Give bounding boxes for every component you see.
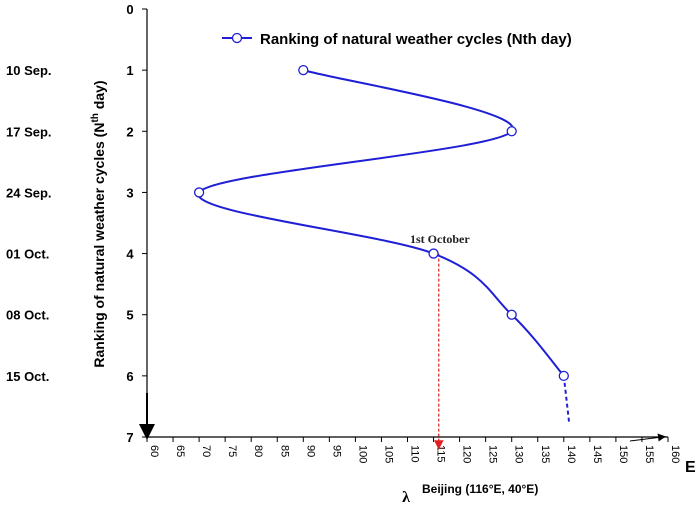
x-tick-label-60: 60 [148,445,160,457]
x-tick-label-100: 100 [356,445,368,463]
data-point-6 [558,370,569,382]
x-tick-label-135: 135 [539,445,551,463]
x-tick-label-105: 105 [382,445,394,463]
x-tick-label-120: 120 [461,445,473,463]
legend: Ranking of natural weather cycles (Nth d… [222,31,572,48]
y-tick-label-6: 6 [126,369,133,384]
x-tick-label-115: 115 [435,445,447,463]
date-label-4: 01 Oct. [6,247,49,262]
y-tick-label-2: 2 [126,124,133,139]
date-label-3: 24 Sep. [6,185,52,200]
series-line [197,69,565,377]
annotation-beijing: Beijing (116°E, 40°E) [422,482,538,496]
annotation-1st-october: 1st October [410,232,470,246]
x-tick-label-130: 130 [513,445,525,463]
y-tick-label-7: 7 [126,430,133,445]
legend-text: Ranking of natural weather cycles (Nth d… [260,31,572,48]
x-tick-label-70: 70 [200,445,212,457]
data-point-3 [193,187,205,198]
y-axis-title: Ranking of natural weather cycles (Nth d… [90,80,107,367]
x-axis-unit-label: E [685,459,696,476]
x-tick-label-125: 125 [487,445,499,463]
x-tick-label-150: 150 [617,445,629,463]
y-tick-label-3: 3 [126,185,133,200]
x-tick-label-90: 90 [304,445,316,457]
x-tick-label-80: 80 [252,445,264,457]
x-tick-label-155: 155 [643,445,655,463]
y-tick-label-4: 4 [126,247,134,262]
x-tick-label-75: 75 [226,445,238,457]
y-tick-label-0: 0 [126,2,133,17]
right-arrow [629,433,666,442]
y-tick-label-5: 5 [126,308,133,323]
date-label-6: 15 Oct. [6,369,49,384]
x-axis-title: λ [402,489,410,506]
x-tick-label-65: 65 [174,445,186,457]
x-tick-label-160: 160 [669,445,681,463]
x-tick-label-145: 145 [591,445,603,463]
y-tick-label-1: 1 [126,63,133,78]
x-tick-label-85: 85 [278,445,290,457]
x-tick-label-140: 140 [565,445,577,463]
date-label-5: 08 Oct. [6,308,49,323]
data-point-1 [298,64,309,76]
legend-marker [231,32,243,44]
data-point-4 [428,248,439,259]
date-label-1: 10 Sep. [6,63,52,78]
x-tick-label-95: 95 [330,445,342,457]
x-tick-label-110: 110 [409,445,421,463]
series-dashed-extension [562,375,571,422]
data-point-2 [506,126,517,137]
date-label-2: 17 Sep. [6,124,52,139]
data-point-5 [506,309,517,320]
